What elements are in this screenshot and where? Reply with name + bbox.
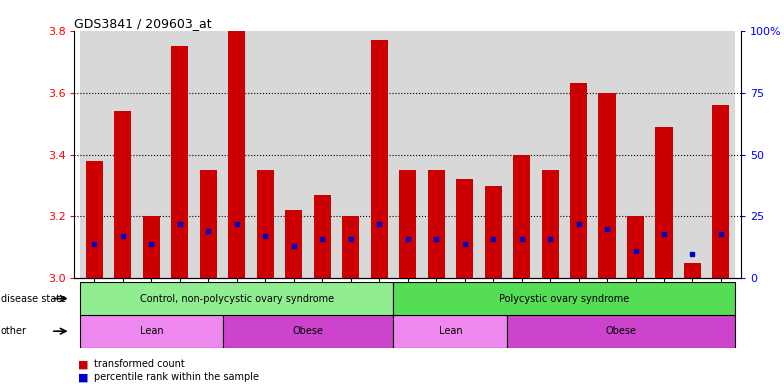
Bar	[251, 31, 280, 278]
Bar	[394, 31, 422, 278]
Text: Lean: Lean	[140, 326, 163, 336]
Text: ■: ■	[78, 359, 89, 369]
Bar	[450, 31, 479, 278]
Bar	[194, 31, 223, 278]
Bar	[479, 31, 507, 278]
Bar	[456, 179, 474, 278]
Bar	[342, 217, 359, 278]
Bar	[137, 31, 165, 278]
Bar	[114, 111, 132, 278]
Bar	[650, 31, 678, 278]
Bar	[223, 315, 394, 348]
Bar	[655, 127, 673, 278]
Text: Lean: Lean	[438, 326, 463, 336]
Bar	[706, 31, 735, 278]
Bar	[80, 315, 223, 348]
Text: ■: ■	[78, 372, 89, 382]
Bar	[165, 31, 194, 278]
Bar	[80, 31, 109, 278]
Text: Control, non-polycystic ovary syndrome: Control, non-polycystic ovary syndrome	[140, 293, 334, 304]
Bar	[627, 217, 644, 278]
Bar	[684, 263, 701, 278]
Bar	[280, 31, 308, 278]
Bar	[336, 31, 365, 278]
Text: Polycystic ovary syndrome: Polycystic ovary syndrome	[499, 293, 630, 304]
Bar	[285, 210, 303, 278]
Bar	[143, 217, 160, 278]
Bar	[678, 31, 706, 278]
Bar	[308, 31, 336, 278]
Bar	[200, 170, 217, 278]
Bar	[86, 161, 103, 278]
Bar	[172, 46, 188, 278]
Bar	[314, 195, 331, 278]
Bar	[365, 31, 394, 278]
Text: Obese: Obese	[292, 326, 324, 336]
Bar	[564, 31, 593, 278]
Bar	[371, 40, 388, 278]
Bar	[542, 170, 559, 278]
Bar	[394, 282, 735, 315]
Bar	[507, 31, 535, 278]
Bar	[513, 155, 530, 278]
Bar	[570, 83, 587, 278]
Bar	[485, 185, 502, 278]
Bar	[80, 282, 394, 315]
Text: disease state: disease state	[1, 293, 66, 304]
Bar	[427, 170, 445, 278]
Bar	[223, 31, 251, 278]
Bar	[228, 31, 245, 278]
Bar	[535, 31, 564, 278]
Text: GDS3841 / 209603_at: GDS3841 / 209603_at	[74, 17, 212, 30]
Bar	[621, 31, 650, 278]
Bar	[713, 105, 729, 278]
Text: percentile rank within the sample: percentile rank within the sample	[94, 372, 259, 382]
Bar	[394, 315, 507, 348]
Bar	[399, 170, 416, 278]
Bar	[507, 315, 735, 348]
Bar	[598, 93, 615, 278]
Bar	[256, 170, 274, 278]
Bar	[422, 31, 450, 278]
Bar	[109, 31, 137, 278]
Text: Obese: Obese	[606, 326, 637, 336]
Text: transformed count: transformed count	[94, 359, 185, 369]
Bar	[593, 31, 621, 278]
Text: other: other	[1, 326, 27, 336]
